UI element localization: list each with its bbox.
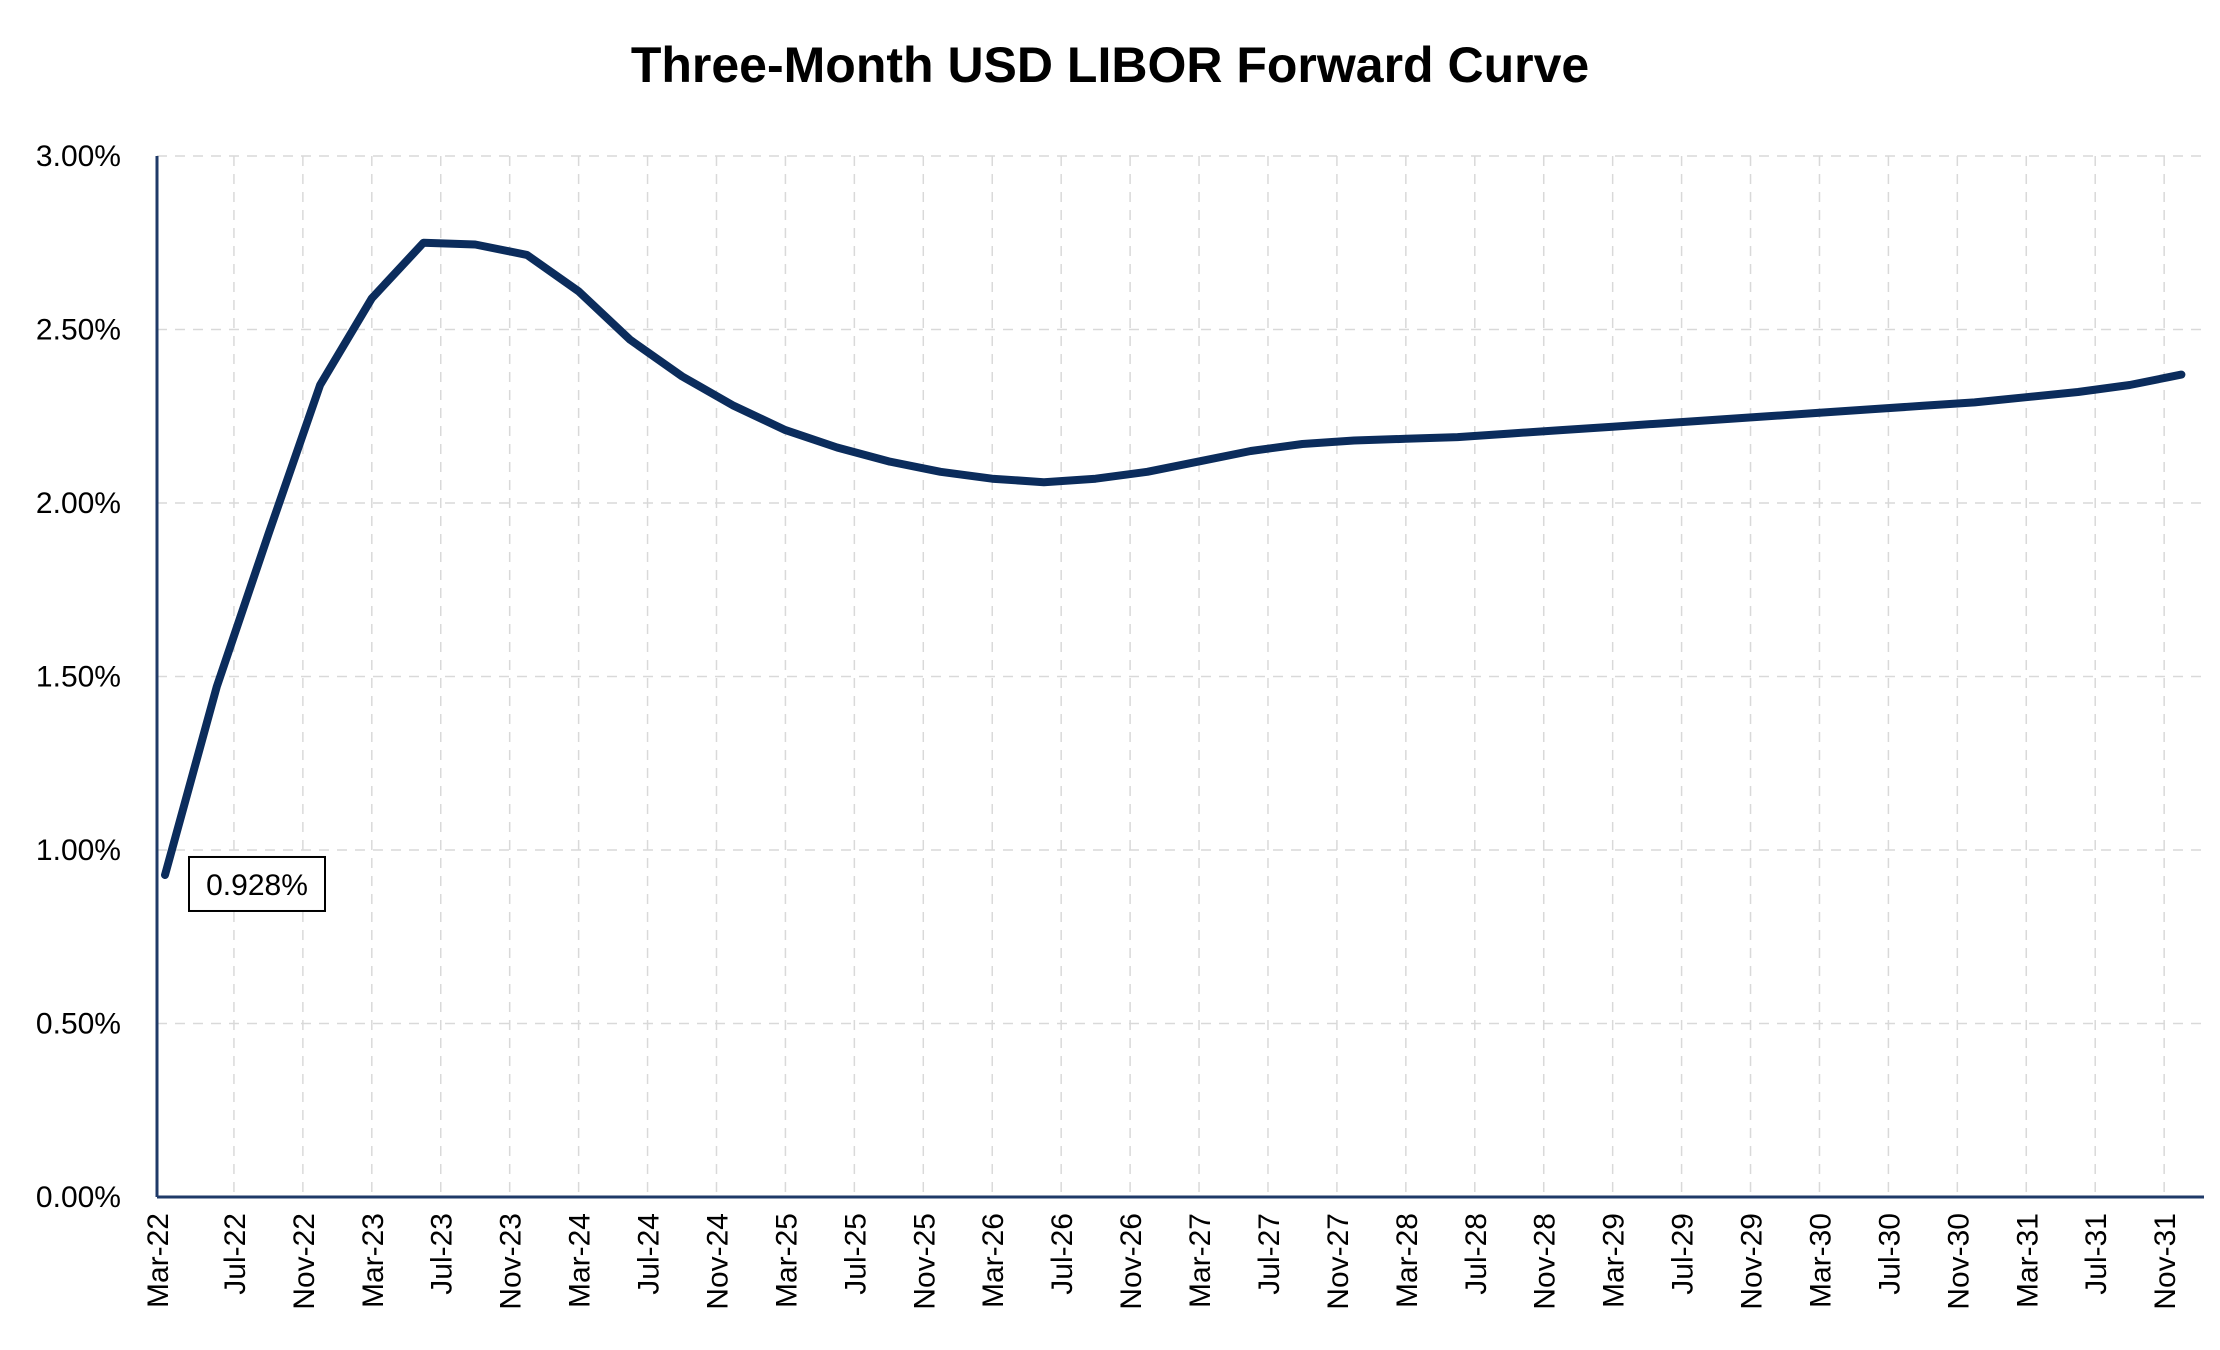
x-tick-label: Mar-28 <box>1391 1213 1424 1308</box>
x-tick-label: Jul-30 <box>1873 1213 1906 1295</box>
x-tick-label: Jul-23 <box>426 1213 459 1295</box>
y-tick-label: 2.00% <box>36 487 121 520</box>
grid-layer <box>157 155 2204 1197</box>
x-tick-label: Mar-30 <box>1804 1213 1837 1308</box>
x-tick-label: Mar-29 <box>1598 1213 1631 1308</box>
x-tick-label: Mar-22 <box>142 1213 175 1308</box>
x-tick-label: Nov-26 <box>1115 1213 1148 1310</box>
x-tick-label: Nov-22 <box>288 1213 321 1310</box>
data-label-box <box>188 855 326 912</box>
x-tick-label: Nov-25 <box>908 1213 941 1310</box>
x-tick-label: Jul-25 <box>839 1213 872 1295</box>
x-tick-label: Nov-23 <box>495 1213 528 1310</box>
data-label: 0.928% <box>206 869 308 902</box>
x-tick-label: Jul-24 <box>633 1213 666 1295</box>
x-tick-label: Jul-31 <box>2080 1213 2113 1295</box>
x-tick-label: Nov-31 <box>2149 1213 2182 1310</box>
chart-title: Three-Month USD LIBOR Forward Curve <box>630 37 1590 93</box>
y-tick-label: 0.00% <box>36 1181 121 1214</box>
x-tick-label: Nov-27 <box>1322 1213 1355 1310</box>
x-tick-label: Nov-29 <box>1736 1213 1769 1310</box>
y-tick-label: 1.00% <box>36 834 121 867</box>
x-tick-label: Jul-29 <box>1667 1213 1700 1295</box>
x-tick-label: Mar-27 <box>1184 1213 1217 1308</box>
x-tick-labels: Mar-22 Jul-22 Nov-22 Mar-23 Jul-23 Nov-23 Mar-… <box>142 1213 2182 1310</box>
y-tick-labels: 0.00% 0.50% 1.00% 1.50% 2.00% 2.50% 3.00% <box>36 140 121 1214</box>
x-tick-label: Mar-23 <box>357 1213 390 1308</box>
data-label-layer: 0.928% <box>188 855 326 912</box>
x-tick-label: Mar-24 <box>564 1213 597 1308</box>
x-tick-label: Jul-28 <box>1460 1213 1493 1295</box>
y-tick-label: 0.50% <box>36 1008 121 1041</box>
series-line <box>161 238 2186 879</box>
series-layer <box>161 238 2186 879</box>
x-tick-label: Mar-26 <box>977 1213 1010 1308</box>
x-tick-label: Jul-22 <box>219 1213 252 1295</box>
x-tick-label: Jul-26 <box>1046 1213 1079 1295</box>
x-tick-label: Mar-25 <box>770 1213 803 1308</box>
axis-layer <box>155 156 2204 1199</box>
y-tick-label: 3.00% <box>36 140 121 173</box>
x-tick-label: Nov-30 <box>1942 1213 1975 1310</box>
x-tick-label: Jul-27 <box>1253 1213 1286 1295</box>
x-tick-label: Mar-31 <box>2011 1213 2044 1308</box>
x-tick-label: Nov-28 <box>1529 1213 1562 1310</box>
y-tick-label: 2.50% <box>36 314 121 347</box>
y-tick-label: 1.50% <box>36 661 121 694</box>
x-tick-label: Nov-24 <box>701 1213 734 1310</box>
